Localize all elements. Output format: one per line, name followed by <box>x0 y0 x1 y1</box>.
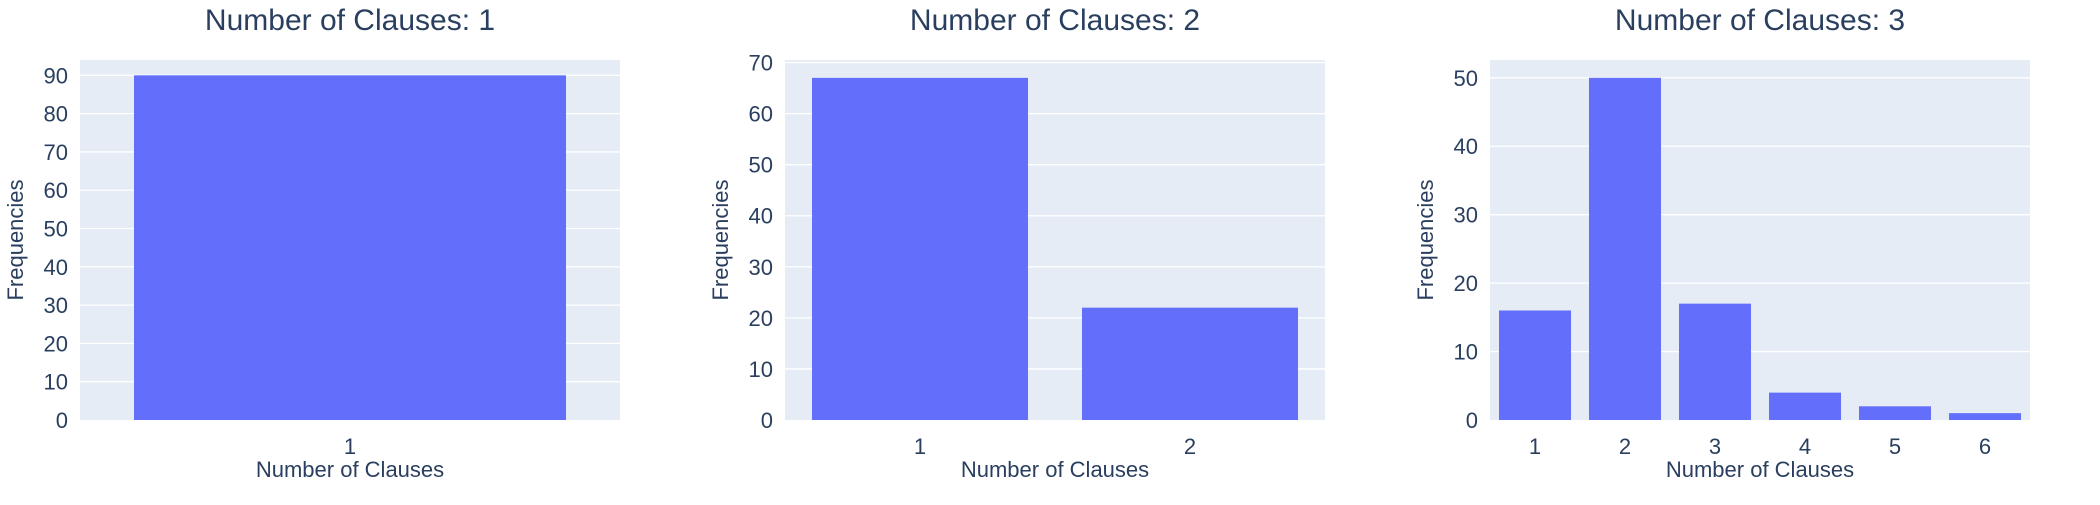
y-tick-label: 70 <box>44 140 68 165</box>
x-tick-label: 1 <box>1529 434 1541 459</box>
y-tick-label: 10 <box>1454 340 1478 365</box>
y-tick-label: 50 <box>44 217 68 242</box>
subplot-2: 0 10 20 30 40 50 60 70 1 2 Number of Clauses: 2 Num… <box>708 4 1325 482</box>
bar <box>1679 303 1751 420</box>
bar <box>812 77 1028 420</box>
x-tick-label: 5 <box>1889 434 1901 459</box>
subplot-1: 0 10 20 30 40 50 60 70 80 90 1 Number of Clauses: 1… <box>3 4 620 482</box>
y-tick-label: 90 <box>44 63 68 88</box>
y-tick-label: 0 <box>1466 408 1478 433</box>
x-axis-title: Number of Clauses <box>1666 457 1854 482</box>
bar <box>1949 413 2021 420</box>
subplot-3: 0 10 20 30 40 50 1 2 3 4 5 6 Number of Clauses: 3 Num… <box>1413 4 2030 482</box>
y-tick-label: 20 <box>1454 271 1478 296</box>
bar <box>1082 307 1298 420</box>
y-tick-label: 80 <box>44 102 68 127</box>
y-tick-label: 0 <box>761 408 773 433</box>
y-tick-label: 20 <box>44 331 68 356</box>
chart-title: Number of Clauses: 3 <box>1615 4 1905 37</box>
y-tick-label: 70 <box>749 51 773 76</box>
bar <box>1499 310 1571 420</box>
bar <box>1589 77 1661 420</box>
y-tick-label: 40 <box>44 255 68 280</box>
x-tick-label: 1 <box>344 434 356 459</box>
y-axis-title: Frequencies <box>3 179 28 300</box>
y-tick-label: 50 <box>1454 66 1478 91</box>
bar <box>1859 406 1931 420</box>
x-tick-label: 2 <box>1619 434 1631 459</box>
chart-title: Number of Clauses: 2 <box>910 4 1200 37</box>
y-tick-label: 50 <box>749 153 773 178</box>
x-axis-title: Number of Clauses <box>961 457 1149 482</box>
bar <box>134 75 566 420</box>
y-tick-label: 40 <box>1454 134 1478 159</box>
y-tick-label: 30 <box>749 255 773 280</box>
y-tick-label: 20 <box>749 306 773 331</box>
x-tick-label: 3 <box>1709 434 1721 459</box>
plot-area <box>1490 60 2030 420</box>
y-axis-title: Frequencies <box>1413 179 1438 300</box>
x-tick-label: 1 <box>914 434 926 459</box>
y-tick-label: 10 <box>44 370 68 395</box>
x-tick-label: 4 <box>1799 434 1811 459</box>
x-tick-label: 2 <box>1184 434 1196 459</box>
y-tick-label: 0 <box>56 408 68 433</box>
y-tick-label: 10 <box>749 357 773 382</box>
y-tick-label: 30 <box>1454 203 1478 228</box>
x-tick-label: 6 <box>1979 434 1991 459</box>
bar <box>1769 392 1841 420</box>
chart-title: Number of Clauses: 1 <box>205 4 495 37</box>
y-axis-title: Frequencies <box>708 179 733 300</box>
y-tick-label: 60 <box>749 102 773 127</box>
x-axis-title: Number of Clauses <box>256 457 444 482</box>
y-tick-label: 40 <box>749 204 773 229</box>
y-tick-label: 30 <box>44 293 68 318</box>
y-tick-label: 60 <box>44 178 68 203</box>
